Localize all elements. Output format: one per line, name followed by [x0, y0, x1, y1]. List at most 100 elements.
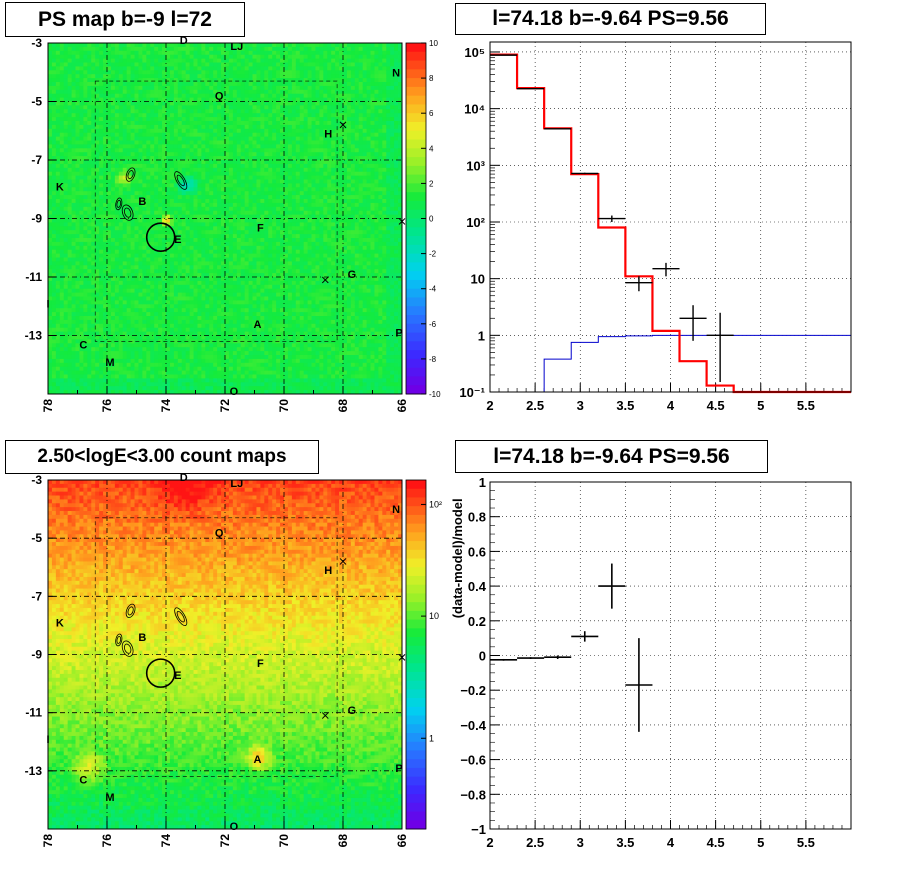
y-tick-label: -3 [31, 473, 42, 487]
x-tick-label: 72 [218, 399, 232, 413]
y-tick-label: −0.8 [460, 787, 486, 802]
y-tick-label: -3 [31, 36, 42, 50]
count-map-plot: D LJ N Q H K B E F G I A P C M O 78 76 74 72 70 68 66 -3 -5 -7 -9 -… [25, 472, 442, 848]
x-tick-label: 5 [757, 835, 764, 850]
colorbar-tick-label: 10 [429, 611, 439, 621]
source-label: D [180, 35, 188, 47]
contour [123, 643, 132, 654]
contours [115, 603, 188, 657]
y-tick-label: 0.6 [468, 544, 486, 559]
y-tick-label: 10⁴ [464, 102, 485, 117]
y-tick-label: 1 [479, 475, 486, 490]
source-label: F [257, 222, 264, 234]
x-tick-label: 74 [159, 834, 173, 848]
source-label: N [392, 67, 400, 79]
y-tick-label: -13 [25, 764, 43, 778]
contour [116, 635, 122, 644]
x-tick-label: 70 [277, 399, 291, 413]
source-label: I [46, 298, 49, 310]
source-label: K [56, 181, 64, 193]
x-tick-label: 3 [577, 835, 584, 850]
contour [115, 633, 123, 647]
contour [176, 174, 185, 187]
source-label: D [180, 472, 188, 484]
target-circle [145, 658, 176, 688]
source-marker [321, 712, 329, 719]
source-label: C [79, 339, 87, 351]
y-tick-label: 10² [466, 215, 485, 230]
source-label: H [324, 129, 332, 141]
x-tick-label: 68 [336, 399, 350, 413]
source-marker [398, 654, 406, 661]
contour [116, 199, 122, 208]
x-tick-label: 74 [159, 399, 173, 413]
x-tick-label: 70 [277, 834, 291, 848]
source-label: E [174, 234, 181, 246]
source-label: M [105, 357, 114, 369]
contour [125, 167, 136, 182]
colorbar-tick-label: 4 [429, 144, 434, 153]
contour [174, 607, 188, 626]
y-tick-label: −1 [471, 822, 486, 837]
y-tick-label: 10⁵ [464, 45, 485, 60]
source-label: M [105, 792, 114, 804]
y-tick-label: -9 [31, 212, 42, 226]
source-label: G [348, 269, 357, 281]
y-tick-label: 10⁻¹ [459, 385, 485, 400]
source-label: A [253, 754, 261, 766]
source-marker [321, 276, 329, 284]
x-tick-label: 76 [100, 399, 114, 413]
x-tick-label: 2 [486, 835, 493, 850]
x-tick-label: 66 [395, 834, 409, 848]
source-label: LJ [230, 478, 243, 490]
contour [115, 197, 123, 211]
y-tick-label: -7 [31, 153, 42, 167]
heatmap-cells [48, 43, 403, 395]
y-tick-label: −0.6 [460, 753, 486, 768]
colorbar [406, 480, 426, 830]
x-tick-label: 3.5 [616, 398, 634, 413]
y-tick-label: -11 [25, 270, 42, 284]
source-marker [398, 218, 406, 225]
contours [115, 167, 188, 221]
contour [125, 603, 136, 618]
source-label: A [253, 319, 261, 331]
x-tick-label: 4.5 [707, 398, 725, 413]
colorbar-tick-label: -8 [429, 355, 437, 364]
source-label: LJ [230, 41, 243, 53]
source-label: C [79, 775, 87, 787]
source-label: P [395, 328, 402, 340]
x-tick-label: 5 [757, 398, 764, 413]
colorbar-tick-label: -6 [429, 320, 437, 329]
y-tick-label: -7 [31, 589, 42, 603]
y-tick-label: 0.2 [468, 614, 486, 629]
spectrum-title: l=74.18 b=-9.64 PS=9.56 [455, 3, 766, 35]
x-tick-label: 3.5 [616, 835, 634, 850]
source-label: E [174, 670, 181, 682]
y-tick-label: −0.4 [460, 718, 486, 733]
spectrum-plot: 2 2.5 3 3.5 4 4.5 5 5.5 10⁵ 10⁴ 10³ 10² 10 1 10⁻¹ [459, 41, 852, 413]
ps-map-title: PS map b=-9 l=72 [5, 2, 245, 37]
residual-title: l=74.18 b=-9.64 PS=9.56 [455, 440, 768, 473]
contour [127, 170, 134, 180]
plot-frame [489, 481, 852, 830]
source-label: H [324, 565, 332, 577]
colorbar-tick-label: 10² [429, 499, 442, 509]
source-model-line [490, 334, 851, 393]
source-marker [339, 121, 347, 129]
region-outline [94, 80, 338, 342]
x-tick-label: 5.5 [797, 398, 815, 413]
target-circle [145, 222, 176, 253]
count-map-title: 2.50<logE<3.00 count maps [5, 440, 319, 474]
contour [123, 207, 132, 218]
x-tick-label: 4.5 [707, 835, 725, 850]
y-axis-label: (data-model)/model [450, 498, 465, 618]
source-label: I [46, 734, 49, 746]
x-tick-label: 78 [41, 399, 55, 413]
source-label: B [138, 196, 146, 208]
y-tick-label: 10 [471, 272, 485, 287]
y-tick-label: -11 [25, 706, 42, 720]
y-tick-label: 0.4 [468, 579, 487, 594]
contour [176, 610, 185, 623]
